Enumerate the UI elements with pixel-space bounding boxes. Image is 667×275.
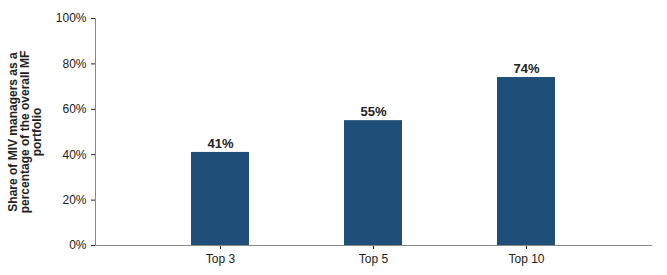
svg-text:Top 5: Top 5 <box>359 252 389 266</box>
svg-text:20%: 20% <box>62 193 86 207</box>
svg-text:Top 3: Top 3 <box>206 252 236 266</box>
svg-text:Share of MIV managers as aperc: Share of MIV managers as apercentage of … <box>6 51 44 214</box>
svg-text:74%: 74% <box>513 61 539 76</box>
svg-text:60%: 60% <box>62 102 86 116</box>
svg-text:55%: 55% <box>360 104 386 119</box>
svg-text:Top 10: Top 10 <box>508 252 544 266</box>
svg-text:41%: 41% <box>207 136 233 151</box>
svg-text:40%: 40% <box>62 148 86 162</box>
svg-text:100%: 100% <box>56 11 87 25</box>
svg-text:0%: 0% <box>69 238 87 252</box>
svg-text:80%: 80% <box>62 57 86 71</box>
